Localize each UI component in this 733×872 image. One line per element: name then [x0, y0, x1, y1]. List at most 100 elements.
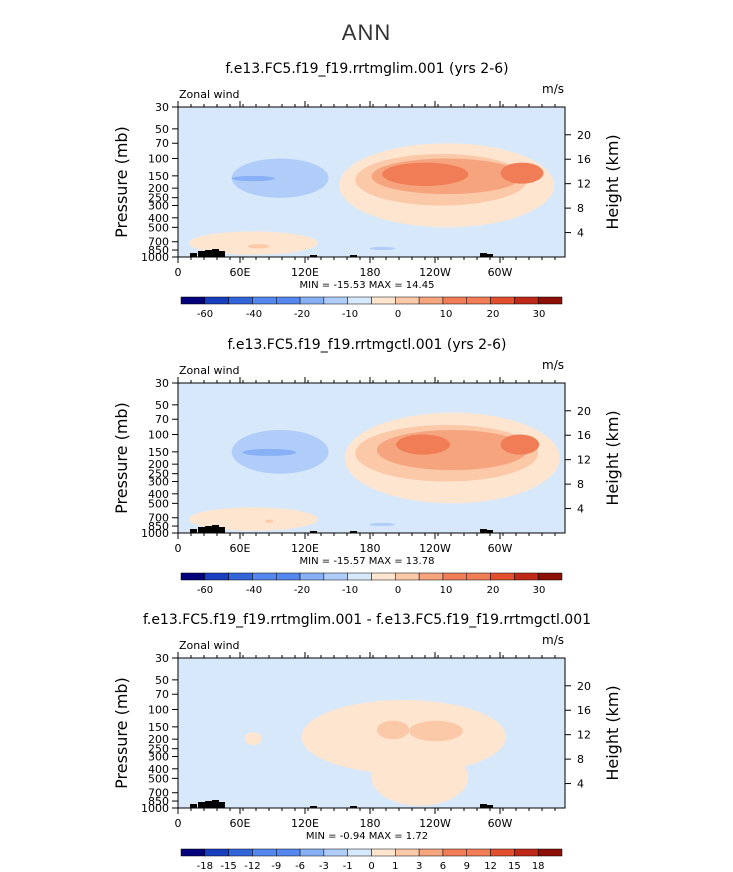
- y-tick-label: 850: [148, 520, 169, 533]
- colorbar-cell: [228, 848, 253, 857]
- x-tick-label: 60E: [230, 542, 251, 555]
- contour-region: [231, 158, 329, 198]
- colorbar-label: 18: [532, 861, 545, 872]
- colorbar-label: -3: [319, 861, 329, 872]
- x-tick-label: 60W: [488, 542, 513, 555]
- y-tick-label: 50: [155, 123, 169, 136]
- colorbar-label: -60: [197, 585, 213, 596]
- colorbar-label: -40: [246, 585, 262, 596]
- colorbar-cell: [323, 296, 348, 305]
- contour-region: [409, 720, 463, 742]
- colorbar-cell: [252, 572, 277, 581]
- colorbar-label: -15: [220, 861, 236, 872]
- y-axis-label: Pressure (mb): [112, 402, 131, 514]
- y-tick-label: 400: [148, 488, 169, 501]
- colorbar-cell: [442, 848, 467, 857]
- y-tick-label: 200: [148, 733, 169, 746]
- x-tick-label: 60E: [230, 266, 251, 279]
- colorbar-cell: [347, 572, 372, 581]
- topography-bar: [218, 527, 225, 533]
- y-tick-label: 700: [148, 236, 169, 249]
- colorbar-cell: [180, 296, 206, 305]
- x-tick-label: 60W: [488, 817, 513, 830]
- y-axis-label-right: Height (km): [603, 410, 622, 505]
- y-tick-label: 300: [148, 199, 169, 212]
- y-tick-label: 150: [148, 170, 169, 183]
- colorbar-cell: [371, 572, 396, 581]
- contour-region: [500, 434, 540, 455]
- y-tick-label: 250: [148, 468, 169, 481]
- colorbar-cell: [323, 572, 348, 581]
- x-tick-label: 0: [175, 817, 182, 830]
- y-tick-label: 100: [148, 153, 169, 166]
- colorbar-cell: [395, 572, 420, 581]
- units-label: m/s: [542, 358, 564, 372]
- colorbar-cell: [347, 848, 372, 857]
- topography-bar: [218, 802, 225, 808]
- x-tick-label: 60W: [488, 266, 513, 279]
- y-tick-label: 850: [148, 244, 169, 257]
- colorbar-label: 20: [487, 585, 500, 596]
- colorbar-cell: [347, 296, 372, 305]
- contour-region: [369, 246, 396, 251]
- contour-region: [244, 732, 262, 746]
- x-tick-label: 120W: [419, 817, 451, 830]
- panel-title: f.e13.FC5.f19_f19.rrtmglim.001 - f.e13.F…: [143, 612, 591, 628]
- y-tick-label: 500: [148, 497, 169, 510]
- topography-bar: [198, 527, 205, 533]
- topography-bar: [205, 250, 212, 257]
- colorbar-label: -6: [295, 861, 305, 872]
- x-tick-label: 180: [360, 266, 381, 279]
- contour-region: [265, 519, 274, 523]
- min-max-label: MIN = -15.53 MAX = 14.45: [300, 280, 435, 291]
- colorbar-cell: [442, 572, 467, 581]
- chart-panel-1: f.e13.FC5.f19_f19.rrtmglim.001 (yrs 2-6)…: [112, 61, 622, 320]
- contour-region: [231, 175, 275, 182]
- chart-panel-3: f.e13.FC5.f19_f19.rrtmglim.001 - f.e13.F…: [112, 612, 622, 872]
- y-tick-label: 850: [148, 795, 169, 808]
- colorbar-label: 6: [440, 861, 446, 872]
- y-axis-label: Pressure (mb): [112, 126, 131, 238]
- colorbar-cell: [466, 296, 491, 305]
- topography-bar: [190, 529, 197, 533]
- height-tick-label: 12: [577, 729, 591, 742]
- colorbar-cell: [371, 848, 396, 857]
- chart-panel-2: f.e13.FC5.f19_f19.rrtmgctl.001 (yrs 2-6)…: [112, 337, 622, 596]
- colorbar-label: -60: [197, 309, 213, 320]
- colorbar-cell: [537, 572, 563, 581]
- colorbar-label: -18: [197, 861, 213, 872]
- y-tick-label: 250: [148, 192, 169, 205]
- y-tick-label: 200: [148, 458, 169, 471]
- plot-frame: [177, 382, 566, 534]
- x-tick-label: 0: [175, 542, 182, 555]
- contour-region: [500, 162, 544, 184]
- x-tick-label: 180: [360, 817, 381, 830]
- height-tick-label: 4: [577, 778, 584, 791]
- colorbar-label: 10: [440, 585, 453, 596]
- height-tick-label: 16: [577, 429, 591, 442]
- height-tick-label: 20: [577, 680, 591, 693]
- topography-bar: [205, 801, 212, 808]
- plot-frame: [177, 106, 566, 258]
- colorbar-label: 20: [487, 309, 500, 320]
- contour-fills: [188, 412, 560, 533]
- contour-region: [396, 434, 450, 455]
- y-tick-label: 700: [148, 787, 169, 800]
- colorbar-label: 0: [395, 585, 401, 596]
- contour-region: [247, 244, 270, 249]
- topography-bar: [212, 800, 219, 808]
- y-tick-label: 70: [155, 413, 169, 426]
- topography-bar: [310, 806, 317, 808]
- colorbar-label: -40: [246, 309, 262, 320]
- colorbar-label: 0: [368, 861, 374, 872]
- y-tick-label: 150: [148, 446, 169, 459]
- x-tick-label: 60E: [230, 817, 251, 830]
- contour-fills: [188, 143, 555, 257]
- colorbar-label: 3: [416, 861, 422, 872]
- x-tick-label: 120E: [291, 266, 319, 279]
- y-tick-label: 50: [155, 674, 169, 687]
- height-tick-label: 16: [577, 704, 591, 717]
- colorbar-label: 10: [440, 309, 453, 320]
- colorbar-cell: [418, 572, 444, 581]
- min-max-label: MIN = -0.94 MAX = 1.72: [306, 831, 428, 842]
